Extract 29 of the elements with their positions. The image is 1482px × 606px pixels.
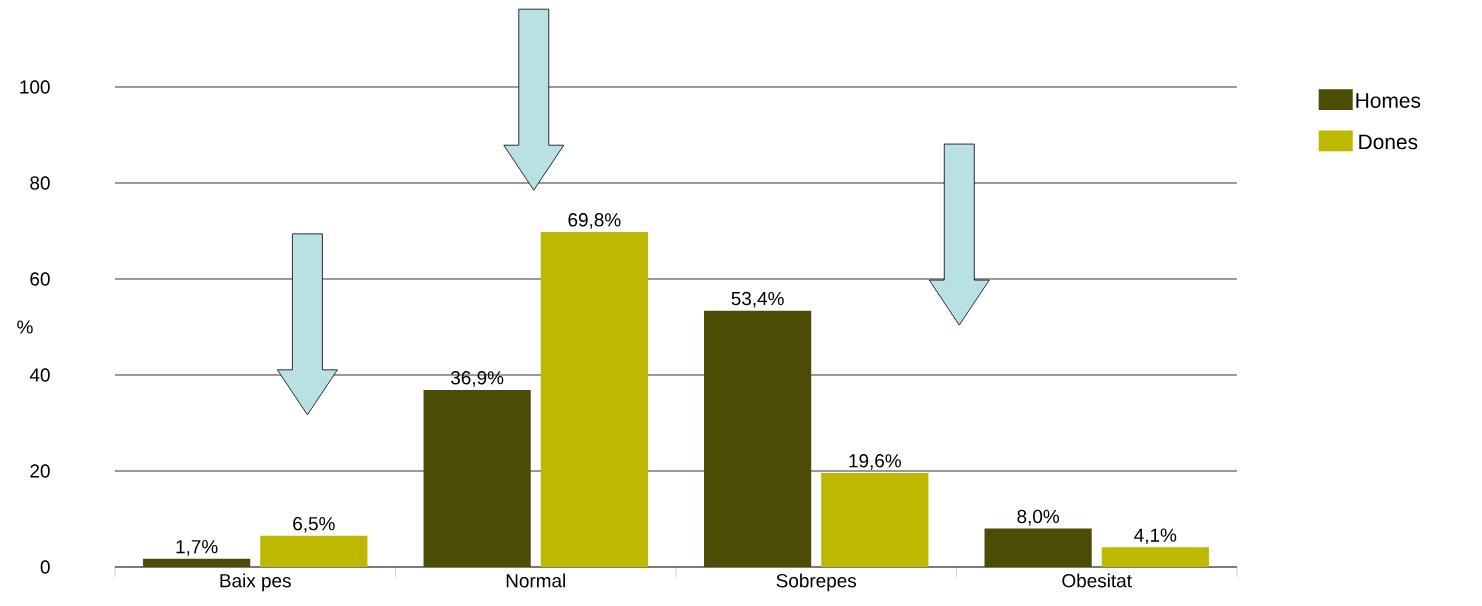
x-tick-label: Baix pes: [220, 573, 291, 592]
data-label: 36,9%: [451, 371, 504, 387]
data-label: 6,5%: [293, 516, 335, 533]
bar: [704, 310, 812, 567]
x-tick-label: Sobrepes: [776, 573, 857, 592]
legend-label: Homes: [1356, 93, 1421, 108]
data-label: 69,8%: [568, 213, 621, 229]
y-tick-label: 60: [30, 272, 50, 286]
x-tick-label: Normal: [506, 573, 565, 588]
y-tick-label: 80: [30, 176, 50, 190]
x-tick-label: Obesitat: [1062, 573, 1132, 588]
data-label: 1,7%: [176, 540, 218, 556]
bar: [143, 558, 251, 567]
bar: [260, 535, 368, 567]
y-tick-label: 40: [29, 368, 50, 382]
bar: [1101, 547, 1209, 567]
legend-label: Dones: [1359, 134, 1418, 150]
data-label: 19,6%: [849, 454, 901, 470]
data-label: 8,0%: [1017, 509, 1060, 526]
y-axis-title: %: [17, 320, 33, 334]
data-label: 53,4%: [731, 291, 784, 308]
y-tick-label: 20: [30, 464, 50, 478]
bar: [821, 472, 929, 567]
y-tick-label: 100: [20, 80, 50, 94]
bar: [540, 231, 648, 567]
bar: [984, 528, 1092, 567]
y-tick-label: 0: [40, 560, 50, 574]
data-label: 4,1%: [1134, 528, 1177, 545]
bar: [423, 389, 531, 567]
